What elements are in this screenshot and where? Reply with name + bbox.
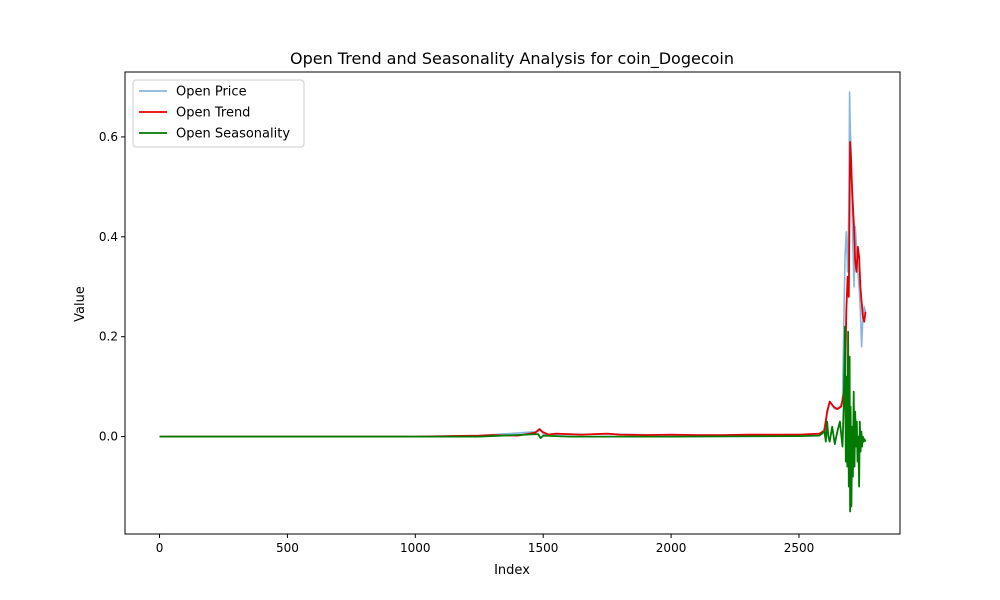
y-tick-label: 0.2 <box>99 330 118 344</box>
x-tick-label: 0 <box>156 541 164 555</box>
y-tick-label: 0.4 <box>99 230 118 244</box>
y-axis-label: Value <box>73 286 88 322</box>
x-tick-label: 1500 <box>528 541 559 555</box>
series-line-open-seasonality <box>159 325 867 513</box>
legend-label-open-seasonality: Open Seasonality <box>176 127 290 142</box>
x-axis-label: Index <box>494 563 530 578</box>
x-tick-label: 1000 <box>400 541 431 555</box>
legend-label-open-trend: Open Trend <box>176 106 250 121</box>
chart-title: Open Trend and Seasonality Analysis for … <box>290 49 734 69</box>
series-line-open-trend <box>159 141 867 438</box>
legend-box <box>132 79 305 148</box>
x-tick-label: 2000 <box>656 541 687 555</box>
y-tick-label: 0.6 <box>99 130 118 144</box>
plot-frame <box>124 71 901 535</box>
plot-area: 0 500 1000 1500 2000 2500 0.0 0.2 0.4 0.6 Open Pri… <box>99 71 901 555</box>
y-tick-label: 0.0 <box>99 430 118 444</box>
x-tick-label: 2500 <box>784 541 815 555</box>
x-tick-label: 500 <box>276 541 299 555</box>
legend-label-open-price: Open Price <box>176 85 247 100</box>
